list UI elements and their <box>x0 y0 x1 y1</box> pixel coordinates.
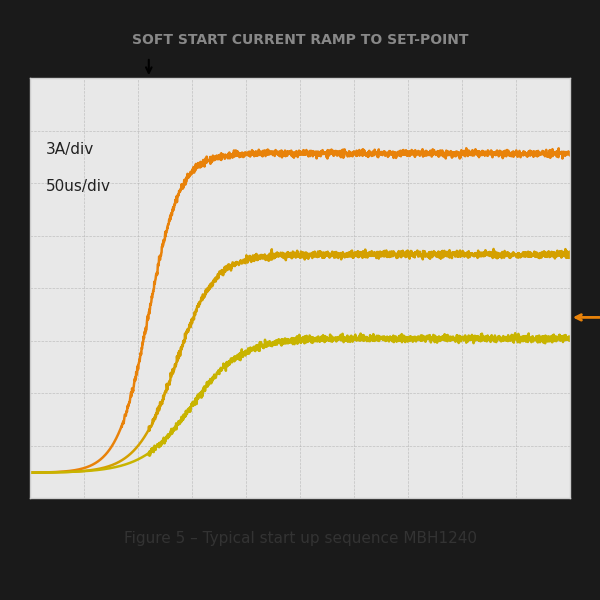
Text: 50us/div: 50us/div <box>46 179 111 194</box>
Text: 3A/div: 3A/div <box>46 142 94 157</box>
Text: SOFT START CURRENT RAMP TO SET-POINT: SOFT START CURRENT RAMP TO SET-POINT <box>132 32 468 47</box>
Text: Figure 5 – Typical start up sequence MBH1240: Figure 5 – Typical start up sequence MBH… <box>124 532 476 546</box>
